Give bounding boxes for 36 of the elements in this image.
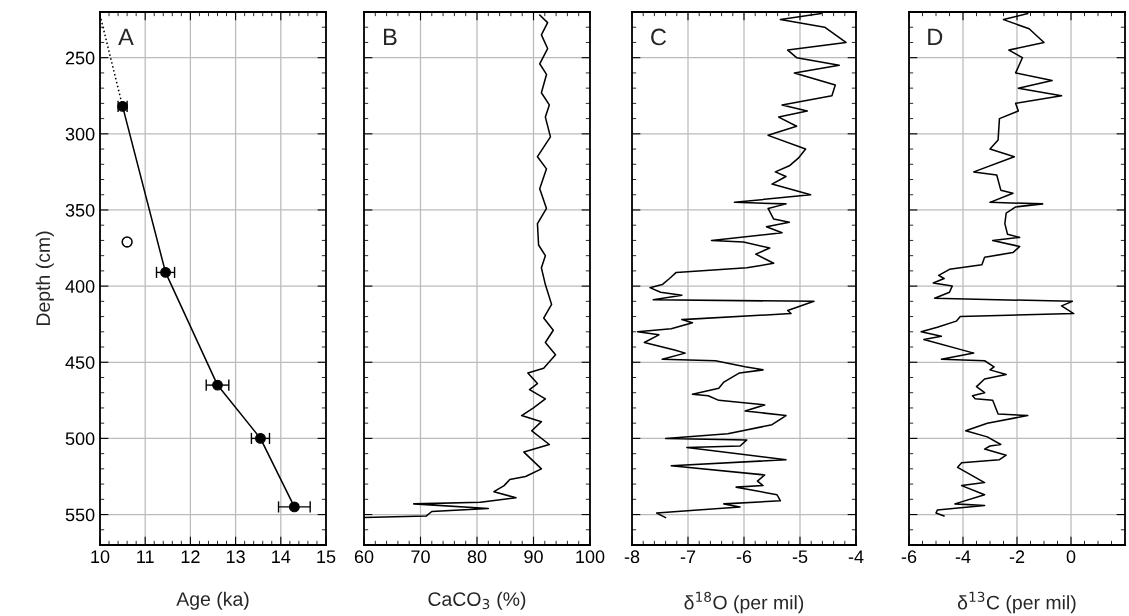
x-tick-label: -2 bbox=[1009, 550, 1025, 563]
x-tick-label: 60 bbox=[354, 550, 374, 564]
x-tick-label: 15 bbox=[317, 550, 336, 564]
x-tick-label: 12 bbox=[181, 550, 200, 563]
x-tick-label: 10 bbox=[91, 550, 110, 564]
y-tick-label: 400 bbox=[65, 280, 95, 293]
x-tick-label: -8 bbox=[624, 550, 640, 564]
x-tick-label: -6 bbox=[736, 550, 752, 564]
x-axis-title: δ$^{18}$O (per mil) bbox=[684, 591, 804, 614]
y-tick-label: 450 bbox=[65, 356, 95, 369]
text: B bbox=[384, 28, 397, 46]
y-tick-label: 300 bbox=[65, 127, 95, 141]
text: A bbox=[118, 28, 134, 46]
x-tick-label: 11 bbox=[137, 550, 154, 563]
text: D bbox=[928, 28, 943, 46]
x-tick-label: 70 bbox=[411, 550, 430, 564]
y-tick-label: 250 bbox=[65, 51, 95, 65]
x-axis-title: δ$^{13}$C (per mil) bbox=[957, 591, 1076, 614]
x-tick-label: -7 bbox=[680, 550, 696, 563]
x-tick-label: 90 bbox=[524, 550, 543, 564]
y-tick-label: 550 bbox=[65, 508, 95, 522]
y-tick-label: 500 bbox=[65, 432, 95, 446]
text: C bbox=[651, 28, 667, 46]
x-tick-label: 80 bbox=[467, 550, 487, 564]
x-tick-label: 14 bbox=[272, 550, 291, 563]
x-tick-label: -4 bbox=[955, 550, 971, 563]
x-axis-title: CaCO$_{3}$ (%) bbox=[428, 591, 526, 610]
x-tick-label: 100 bbox=[576, 550, 605, 564]
y-axis-title: Depth (cm) bbox=[35, 231, 54, 325]
y-tick-label: 350 bbox=[65, 203, 95, 217]
x-tick-label: 13 bbox=[226, 550, 245, 564]
x-tick-label: -4 bbox=[848, 550, 864, 563]
x-axis-title: Age (ka) bbox=[176, 591, 249, 610]
x-tick-label: -6 bbox=[901, 550, 917, 564]
x-tick-label: 0 bbox=[1066, 550, 1076, 564]
x-tick-label: -5 bbox=[792, 550, 808, 564]
